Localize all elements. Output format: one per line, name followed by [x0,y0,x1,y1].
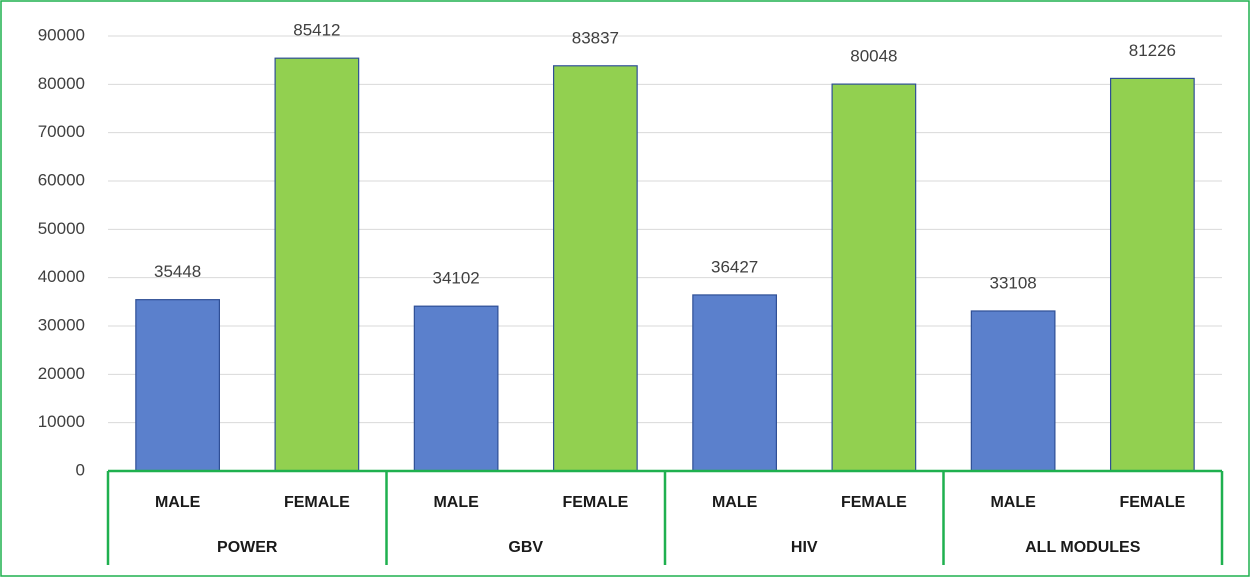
x-tick-label: FEMALE [841,494,907,511]
data-label: 80048 [850,47,897,66]
y-tick-label: 50000 [38,219,85,238]
group-label: POWER [217,539,278,556]
y-tick-label: 0 [76,460,85,479]
data-label: 85412 [293,21,340,40]
x-tick-label: FEMALE [562,494,628,511]
x-tick-label: MALE [155,494,201,511]
y-tick-label: 70000 [38,122,85,141]
bar [274,57,360,472]
x-tick-label: MALE [990,494,1036,511]
data-label: 81226 [1129,41,1176,60]
bar [692,294,777,472]
y-tick-label: 30000 [38,315,85,334]
bar [552,65,638,472]
y-tick-label: 40000 [38,267,85,286]
bar [413,305,499,472]
y-tick-label: 10000 [38,412,85,431]
y-tick-label: 80000 [38,74,85,93]
group-label: GBV [508,539,543,556]
y-tick-label: 60000 [38,170,85,189]
data-label: 33108 [989,273,1036,292]
bar [1109,77,1195,472]
group-label: ALL MODULES [1025,539,1141,556]
data-label: 83837 [572,28,619,47]
data-label: 36427 [711,257,758,276]
y-tick-label: 20000 [38,364,85,383]
bar [831,83,917,472]
x-tick-label: MALE [712,494,758,511]
data-label: 35448 [154,262,201,281]
x-tick-label: FEMALE [284,494,350,511]
bar [135,299,221,472]
bar [970,310,1056,472]
x-tick-label: MALE [433,494,479,511]
y-tick-label: 90000 [38,25,85,44]
x-tick-label: FEMALE [1119,494,1185,511]
group-label: HIV [791,539,818,556]
data-label: 34102 [432,269,479,288]
